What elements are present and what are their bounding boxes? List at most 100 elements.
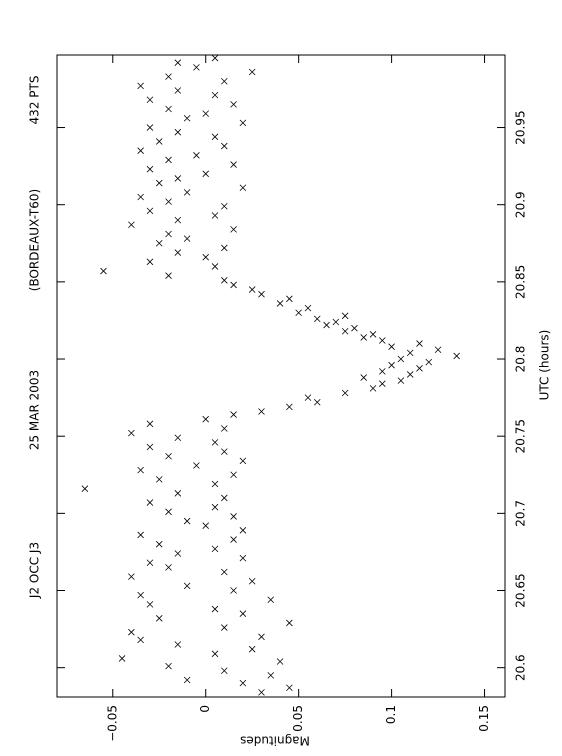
data-point bbox=[239, 457, 247, 465]
data-point bbox=[155, 615, 163, 622]
data-point bbox=[174, 87, 182, 94]
data-point bbox=[137, 147, 144, 154]
data-point bbox=[276, 658, 284, 665]
data-point bbox=[369, 331, 377, 338]
data-point bbox=[211, 480, 219, 488]
data-point bbox=[360, 334, 368, 341]
data-point bbox=[146, 499, 154, 506]
data-point bbox=[397, 377, 405, 384]
data-point bbox=[165, 272, 172, 279]
data-point bbox=[230, 101, 237, 108]
y-axis-label: Magnitudes bbox=[240, 734, 310, 748]
data-point bbox=[100, 267, 107, 275]
data-point bbox=[286, 684, 293, 692]
data-point bbox=[137, 531, 144, 539]
data-point bbox=[295, 309, 302, 317]
data-point bbox=[193, 152, 200, 159]
data-point bbox=[286, 619, 293, 627]
data-point bbox=[221, 448, 228, 455]
data-point bbox=[202, 110, 209, 117]
data-point bbox=[137, 466, 144, 474]
data-point bbox=[174, 128, 182, 136]
data-point bbox=[221, 244, 228, 252]
data-point bbox=[81, 485, 89, 492]
data-point bbox=[165, 105, 172, 113]
data-point bbox=[221, 667, 228, 675]
data-point bbox=[258, 689, 265, 696]
data-point bbox=[146, 96, 154, 104]
data-point bbox=[146, 258, 154, 266]
data-point bbox=[379, 368, 386, 375]
data-point bbox=[211, 133, 219, 141]
x-tick-label: 20.65 bbox=[514, 573, 528, 607]
data-point bbox=[183, 114, 191, 122]
data-point bbox=[155, 138, 163, 145]
data-point bbox=[276, 300, 284, 307]
data-point bbox=[193, 462, 200, 469]
data-point bbox=[146, 443, 154, 451]
data-point bbox=[323, 321, 330, 329]
data-point bbox=[137, 82, 144, 90]
data-point bbox=[230, 226, 237, 233]
data-point bbox=[211, 263, 219, 270]
data-point bbox=[165, 564, 172, 571]
data-point bbox=[165, 452, 172, 460]
data-point bbox=[313, 398, 321, 406]
data-point bbox=[221, 494, 228, 502]
y-tick-label: 0.1 bbox=[384, 705, 398, 724]
data-point bbox=[360, 374, 368, 381]
data-point bbox=[388, 361, 395, 369]
plot-frame bbox=[56, 54, 506, 698]
data-point bbox=[221, 142, 228, 150]
data-point bbox=[239, 679, 247, 687]
data-point bbox=[137, 591, 144, 599]
data-point bbox=[128, 221, 135, 229]
data-point bbox=[248, 68, 256, 76]
data-point bbox=[174, 249, 182, 256]
data-point bbox=[165, 198, 172, 205]
data-point bbox=[174, 490, 182, 497]
data-point bbox=[211, 212, 219, 219]
data-point bbox=[174, 59, 182, 66]
data-point bbox=[211, 439, 219, 446]
x-tick-label: 20.85 bbox=[514, 265, 528, 299]
data-point bbox=[146, 420, 154, 428]
annotation: (BORDEAUX-T60) bbox=[28, 189, 42, 291]
data-point bbox=[248, 645, 256, 653]
annotation: 432 PTS bbox=[28, 76, 42, 125]
data-point bbox=[118, 655, 126, 662]
data-point bbox=[183, 676, 191, 684]
data-point bbox=[211, 54, 219, 62]
data-point bbox=[230, 471, 237, 479]
data-point bbox=[304, 304, 312, 312]
data-point bbox=[239, 184, 247, 192]
data-point bbox=[221, 202, 228, 210]
data-point bbox=[211, 503, 219, 511]
data-point bbox=[416, 340, 423, 347]
y-tick-label: 0.05 bbox=[291, 705, 305, 732]
data-point bbox=[183, 582, 191, 590]
data-point bbox=[174, 641, 182, 648]
data-point bbox=[202, 170, 209, 178]
data-point bbox=[332, 318, 340, 326]
y-tick-label: 0 bbox=[198, 705, 212, 713]
data-point bbox=[406, 371, 414, 378]
data-point bbox=[230, 411, 237, 418]
data-point bbox=[128, 573, 135, 580]
y-tick-label: 0.15 bbox=[477, 705, 491, 732]
data-point bbox=[183, 189, 191, 196]
data-point bbox=[211, 91, 219, 99]
data-point bbox=[341, 312, 349, 320]
data-point bbox=[258, 408, 265, 415]
data-point bbox=[165, 156, 172, 164]
data-point bbox=[239, 119, 247, 127]
data-point bbox=[202, 253, 209, 261]
data-point bbox=[267, 596, 275, 604]
data-point bbox=[258, 633, 265, 641]
data-point bbox=[248, 577, 256, 585]
data-point bbox=[174, 175, 182, 182]
data-point bbox=[146, 601, 154, 608]
data-point bbox=[239, 527, 247, 534]
data-point bbox=[369, 385, 377, 392]
data-point bbox=[202, 415, 209, 423]
